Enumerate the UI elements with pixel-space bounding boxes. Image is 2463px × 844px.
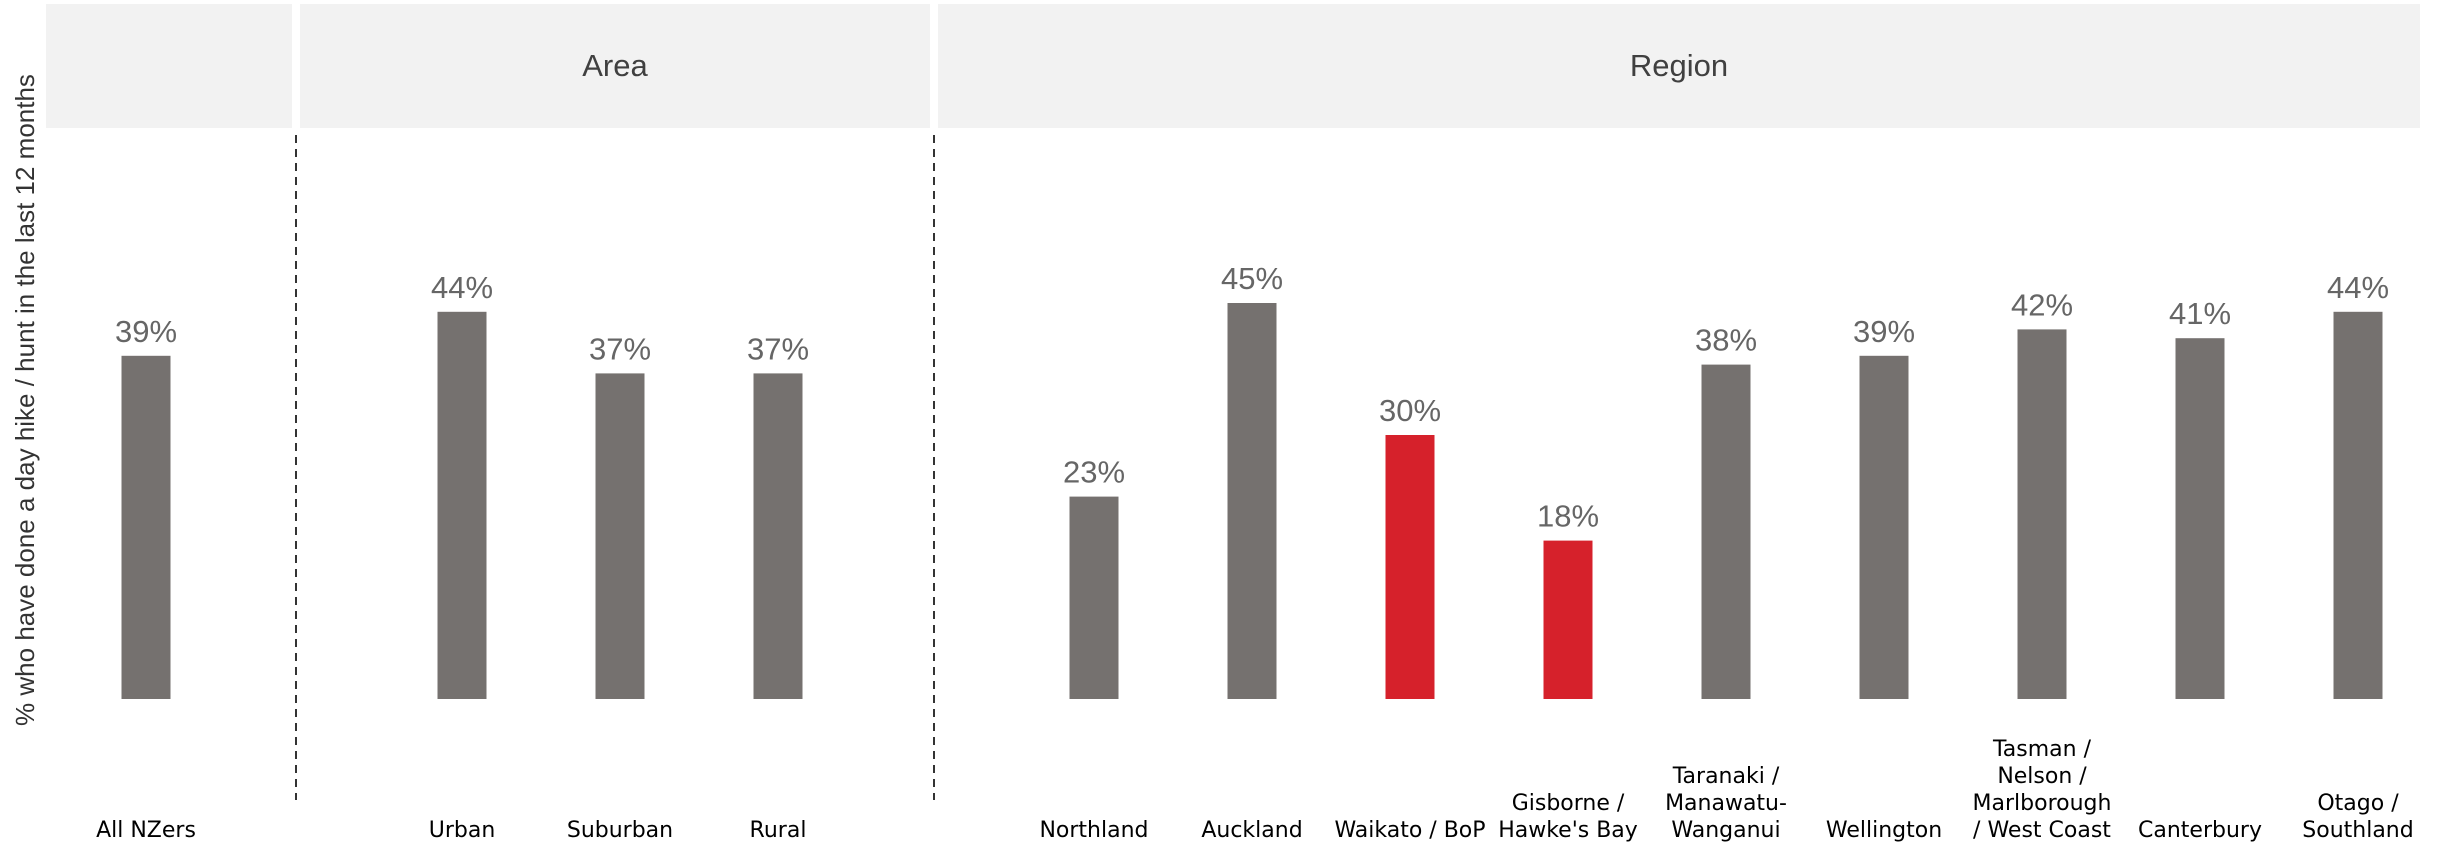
group-header-label: Area [582, 48, 648, 83]
group-header-bg [938, 4, 2420, 128]
category-label: Tasman / Nelson / Marlborough / West Coast [1973, 737, 2112, 843]
category-label: Gisborne / Hawke's Bay [1498, 791, 1638, 843]
bar [1069, 496, 1119, 699]
category-label-line: Suburban [567, 818, 673, 843]
category-label-line: Canterbury [2138, 818, 2262, 843]
category-label-line: Hawke's Bay [1498, 818, 1638, 843]
group-header-bg [46, 4, 292, 128]
category-label-line: Southland [2302, 818, 2413, 843]
value-label: 37% [747, 331, 809, 366]
bar [595, 373, 645, 699]
category-label: Waikato / BoP [1334, 818, 1485, 843]
category-labels: All NZers Urban Suburban Rural Northland Auck… [96, 737, 2414, 843]
category-label: Wellington [1826, 818, 1942, 843]
value-label: 41% [2169, 296, 2231, 331]
bar [2333, 311, 2383, 699]
group-header-bg [300, 4, 930, 128]
value-label: 45% [1221, 261, 1283, 296]
category-label-line: Wanganui [1671, 818, 1780, 843]
category-label-line: All NZers [96, 818, 196, 843]
group-headers: Area Region [46, 0, 2420, 128]
category-label: Taranaki / Manawatu-Wanganui [1665, 764, 1787, 843]
category-label: Auckland [1201, 818, 1302, 843]
bar [1859, 355, 1909, 699]
category-label-line: Urban [429, 818, 496, 843]
value-label: 42% [2011, 287, 2073, 322]
bars [121, 303, 2383, 699]
bar [1385, 435, 1435, 699]
group-header-label: Region [1630, 48, 1728, 83]
value-label: 23% [1063, 455, 1125, 490]
value-labels: 39% 44% 37% 37% 23% 45% 30% 18% 38% 39% 42% 41% 44% [115, 261, 2389, 534]
bar [437, 311, 487, 699]
bar [1701, 364, 1751, 699]
category-label-line: Taranaki / [1672, 764, 1780, 789]
category-label: Otago / Southland [2302, 791, 2413, 843]
value-label: 37% [589, 331, 651, 366]
bar [2017, 329, 2067, 699]
value-label: 44% [431, 270, 493, 305]
category-label-line: Otago / [2317, 791, 2399, 816]
category-label-line: Waikato / BoP [1334, 818, 1485, 843]
category-label: Urban [429, 818, 496, 843]
bar [121, 355, 171, 699]
value-label: 30% [1379, 393, 1441, 428]
category-label-line: Wellington [1826, 818, 1942, 843]
bar [2175, 338, 2225, 699]
category-label-line: Tasman / [1992, 737, 2092, 762]
category-label-line: Northland [1039, 818, 1148, 843]
y-axis-label: % who have done a day hike / hunt in the… [10, 74, 40, 726]
category-label: Rural [750, 818, 807, 843]
bar [753, 373, 803, 699]
value-label: 39% [115, 314, 177, 349]
category-label-line: Manawatu- [1665, 791, 1787, 816]
category-label: Suburban [567, 818, 673, 843]
value-label: 38% [1695, 323, 1757, 358]
category-label-line: Nelson / [1997, 764, 2087, 789]
category-label-line: Marlborough [1973, 791, 2112, 816]
category-label-line: / West Coast [1973, 818, 2111, 843]
category-label-line: Rural [750, 818, 807, 843]
category-label: All NZers [96, 818, 196, 843]
value-label: 18% [1537, 499, 1599, 534]
category-label-line: Auckland [1201, 818, 1302, 843]
category-label: Northland [1039, 818, 1148, 843]
value-label: 44% [2327, 270, 2389, 305]
bar [1227, 303, 1277, 699]
bar [1543, 540, 1593, 699]
category-label: Canterbury [2138, 818, 2262, 843]
value-label: 39% [1853, 314, 1915, 349]
category-label-line: Gisborne / [1512, 791, 1625, 816]
